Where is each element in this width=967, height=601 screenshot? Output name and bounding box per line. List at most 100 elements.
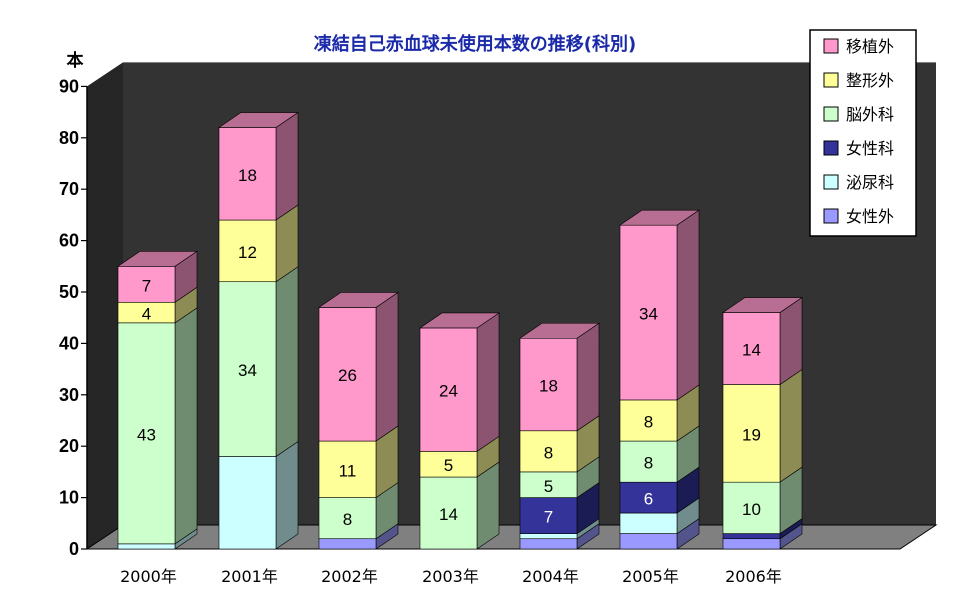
- legend-label: 整形外: [846, 71, 894, 90]
- data-label: 11: [339, 461, 357, 480]
- bar-segment: [619, 425, 700, 483]
- data-label: 5: [544, 477, 553, 496]
- bar-segment-front: [318, 538, 377, 550]
- bar-top-face: [722, 297, 803, 313]
- bar-segment-front: [318, 440, 377, 498]
- data-label: 19: [742, 425, 761, 444]
- legend-label: 泌尿科: [846, 173, 894, 192]
- bar-segment: [619, 209, 700, 401]
- data-label: 5: [444, 456, 453, 475]
- bar-segment: [419, 461, 500, 550]
- x-category-label: 2003年: [422, 567, 479, 586]
- bar-segment-side: [576, 322, 600, 432]
- data-label: 26: [338, 366, 357, 385]
- bar-segment-side: [676, 209, 700, 401]
- category-labels: 2000年 2001年 2002年 2003年 2004年 2005年 2006年: [120, 567, 782, 586]
- x-category-label: 2002年: [321, 567, 378, 586]
- bar-segment-front: [419, 476, 478, 550]
- bar-segment: [519, 415, 600, 473]
- bar-segment: [619, 384, 700, 442]
- bar-segment: [519, 322, 600, 432]
- data-label: 8: [644, 413, 653, 432]
- bar-segment: [318, 425, 399, 499]
- bar-segment-side: [375, 291, 399, 442]
- legend-box: [809, 29, 917, 237]
- bar-segment-front: [218, 219, 277, 283]
- data-labels: 43 4 7 34 12 18 8 11 26 14 5 24 7 5 8 18 6 8 8 34 10 19 14: [137, 166, 761, 529]
- bar-segment: [117, 250, 198, 303]
- data-label: 4: [142, 305, 151, 324]
- data-label: 8: [544, 443, 553, 462]
- bar-segment-side: [275, 266, 299, 458]
- bar-segment: [519, 456, 600, 499]
- bar-segment: [218, 440, 299, 550]
- legend-swatch: [823, 174, 839, 190]
- legend-swatch: [823, 106, 839, 122]
- bar-segment-front: [218, 281, 277, 457]
- bar-stacks: [117, 111, 803, 550]
- bar-segment: [218, 204, 299, 283]
- bar-segment-side: [275, 440, 299, 550]
- bar-segment-front: [722, 538, 781, 550]
- y-tick-label: 10: [59, 488, 79, 508]
- bar-segment-front: [419, 327, 478, 452]
- data-label: 14: [439, 505, 458, 524]
- bar-segment-front: [318, 307, 377, 442]
- legend-item: 女性外: [823, 207, 894, 226]
- bar-segment-front: [722, 533, 781, 540]
- legend-label: 移植外: [846, 37, 894, 56]
- bar-segment-front: [619, 224, 678, 401]
- bar-segment-front: [519, 471, 578, 498]
- chart-title: 凍結自己赤血球未使用本数の推移(科別): [314, 33, 636, 55]
- bar-top-face: [218, 112, 299, 128]
- x-category-label: 2000年: [120, 567, 177, 586]
- bar-segment-side: [174, 307, 198, 545]
- data-label: 10: [742, 500, 761, 519]
- x-category-label: 2001年: [221, 567, 278, 586]
- y-tick-label: 90: [59, 76, 79, 96]
- bar-top-face: [117, 251, 198, 267]
- chart-floor: [85, 524, 938, 550]
- bar-segment-side: [476, 312, 500, 452]
- bar-segment: [318, 291, 399, 442]
- bar-segment: [519, 482, 600, 535]
- bar-segment-front: [117, 265, 176, 303]
- chart-side-wall: [87, 62, 123, 550]
- y-tick-label: 30: [59, 385, 79, 405]
- y-tick-label: 70: [59, 179, 79, 199]
- legend-swatch: [823, 38, 839, 54]
- y-tick-label: 40: [59, 333, 79, 353]
- y-unit-label: 本: [67, 50, 84, 71]
- legend-item: 女性科: [823, 139, 894, 158]
- bar-segment-front: [519, 497, 578, 534]
- y-tick-label: 80: [59, 128, 79, 148]
- legend-item: 整形外: [823, 71, 894, 90]
- bar-segment-front: [619, 399, 678, 442]
- bar-segment: [419, 312, 500, 452]
- bar-segment-front: [218, 456, 277, 550]
- x-category-label: 2004年: [522, 567, 579, 586]
- legend-item: 脳外科: [823, 105, 894, 124]
- bar-segment-front: [519, 337, 578, 432]
- bar-segment-front: [117, 543, 176, 550]
- data-label: 24: [439, 382, 458, 401]
- data-label: 7: [544, 508, 553, 527]
- data-label: 12: [238, 243, 257, 262]
- bar-segment: [218, 111, 299, 221]
- data-label: 18: [539, 377, 558, 396]
- bar-top-face: [619, 209, 700, 226]
- bar-segment-front: [722, 384, 781, 483]
- data-label: 34: [238, 361, 257, 380]
- data-label: 14: [742, 341, 761, 360]
- bar-segment: [619, 497, 700, 535]
- y-axis-ticks: 0 10 20 30 40 50 60 70 80 90: [59, 76, 87, 559]
- bar-segment-front: [218, 127, 277, 221]
- data-label: 7: [142, 276, 151, 295]
- bar-segment-side: [779, 368, 803, 483]
- legend-item: 泌尿科: [823, 173, 894, 192]
- legend-label: 女性科: [846, 139, 894, 158]
- data-label: 6: [644, 490, 653, 509]
- legend-label: 女性外: [846, 207, 894, 226]
- bar-segment-front: [722, 312, 781, 385]
